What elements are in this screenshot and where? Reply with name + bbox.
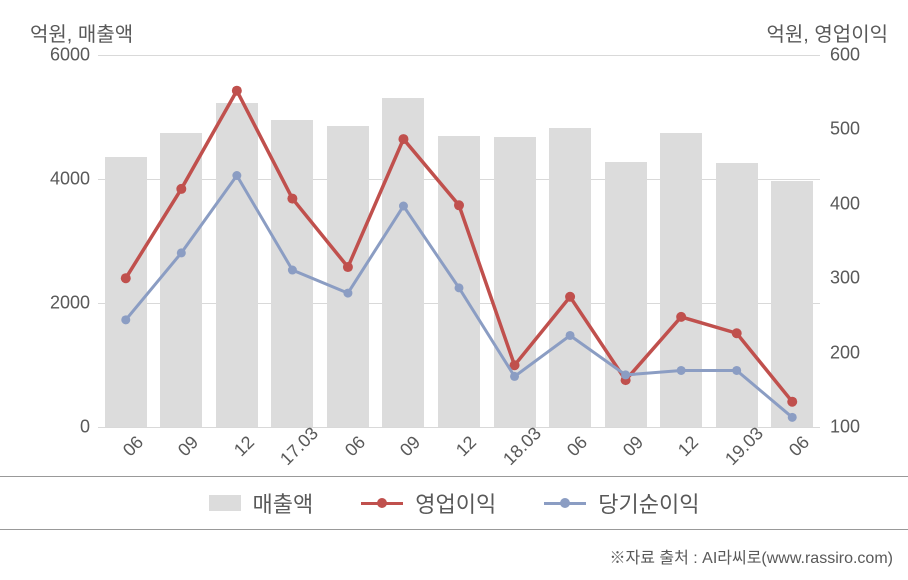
legend-label-line1: 영업이익 bbox=[415, 487, 496, 519]
series-marker bbox=[510, 372, 519, 381]
legend-label-bar: 매출액 bbox=[253, 487, 314, 519]
series-marker bbox=[732, 366, 741, 375]
series-marker bbox=[454, 200, 464, 210]
series-marker bbox=[343, 289, 352, 298]
chart-container: 억원, 매출액 억원, 영업이익 0 2000 4000 6000 100 200 300… bbox=[0, 0, 908, 580]
x-tick: 12 bbox=[452, 432, 481, 461]
y-tick-right: 300 bbox=[830, 268, 880, 289]
y-tick-right: 500 bbox=[830, 119, 880, 140]
y-tick-left: 2000 bbox=[30, 293, 90, 314]
y-tick-right: 100 bbox=[830, 417, 880, 438]
legend-swatch-line1 bbox=[361, 502, 403, 505]
x-tick: 09 bbox=[619, 432, 648, 461]
y-axis-label-right: 억원, 영업이익 bbox=[766, 18, 888, 47]
y-tick-right: 200 bbox=[830, 342, 880, 363]
series-marker bbox=[288, 266, 297, 275]
x-tick: 09 bbox=[396, 432, 425, 461]
legend-item-line1: 영업이익 bbox=[361, 487, 496, 519]
series-marker bbox=[232, 86, 242, 96]
series-marker bbox=[677, 366, 686, 375]
x-tick: 06 bbox=[341, 432, 370, 461]
legend-swatch-bar bbox=[209, 495, 241, 511]
y-tick-left: 6000 bbox=[30, 45, 90, 66]
legend-label-line2: 당기순이익 bbox=[598, 487, 699, 519]
series-marker bbox=[121, 273, 131, 283]
x-tick: 17.03 bbox=[276, 423, 323, 470]
series-marker bbox=[788, 413, 797, 422]
x-tick: 06 bbox=[563, 432, 592, 461]
series-marker bbox=[398, 134, 408, 144]
series-marker bbox=[176, 184, 186, 194]
y-tick-left: 4000 bbox=[30, 169, 90, 190]
series-marker bbox=[565, 292, 575, 302]
legend: 매출액 영업이익 당기순이익 bbox=[0, 476, 908, 530]
source-text: ※자료 출처 : AI라씨로(www.rassiro.com) bbox=[609, 544, 893, 568]
grid-line bbox=[98, 427, 820, 428]
series-marker bbox=[287, 194, 297, 204]
series-marker bbox=[121, 315, 130, 324]
series-line bbox=[126, 91, 792, 402]
x-tick: 12 bbox=[674, 432, 703, 461]
series-marker bbox=[232, 171, 241, 180]
series-marker bbox=[787, 397, 797, 407]
x-tick: 12 bbox=[230, 432, 259, 461]
legend-swatch-line2 bbox=[544, 502, 586, 505]
legend-item-bar: 매출액 bbox=[209, 487, 314, 519]
x-tick: 09 bbox=[174, 432, 203, 461]
legend-item-line2: 당기순이익 bbox=[544, 487, 699, 519]
y-tick-left: 0 bbox=[30, 417, 90, 438]
series-marker bbox=[343, 262, 353, 272]
y-axis-label-left: 억원, 매출액 bbox=[30, 18, 133, 47]
series-marker bbox=[566, 331, 575, 340]
plot-area bbox=[98, 55, 820, 427]
x-tick: 06 bbox=[119, 432, 148, 461]
y-tick-right: 400 bbox=[830, 193, 880, 214]
series-marker bbox=[621, 370, 630, 379]
series-marker bbox=[177, 248, 186, 257]
series-marker bbox=[399, 202, 408, 211]
series-marker bbox=[676, 312, 686, 322]
series-marker bbox=[455, 283, 464, 292]
x-tick: 18.03 bbox=[499, 423, 546, 470]
line-svg bbox=[98, 55, 820, 427]
series-marker bbox=[732, 328, 742, 338]
x-tick: 06 bbox=[785, 432, 814, 461]
series-line bbox=[126, 176, 792, 418]
y-tick-right: 600 bbox=[830, 45, 880, 66]
x-tick: 19.03 bbox=[721, 423, 768, 470]
